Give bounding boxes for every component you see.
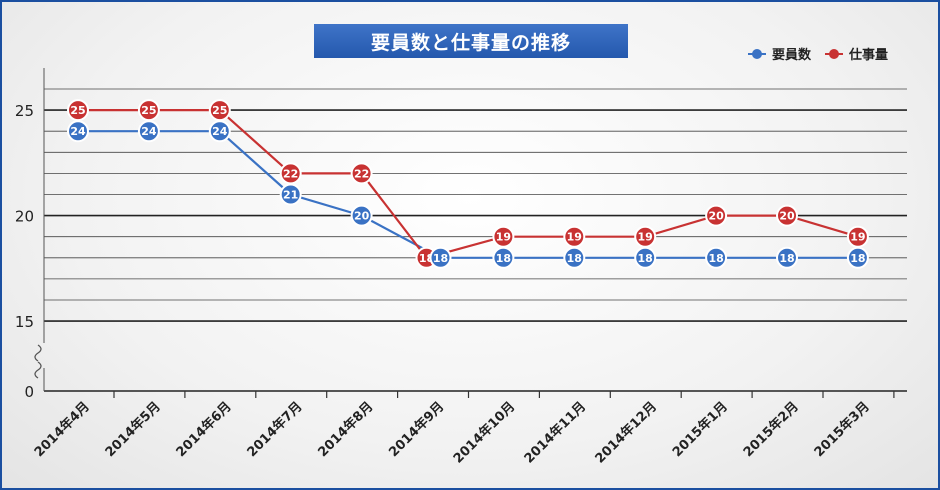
legend-swatch-series-0 (748, 48, 766, 59)
legend-item-series-0: 要員数 (748, 44, 811, 63)
data-point (67, 99, 89, 122)
data-point (776, 204, 798, 227)
data-label: 24 (212, 125, 228, 138)
legend-swatch-series-1 (825, 48, 844, 59)
data-point (634, 246, 657, 269)
x-tick-label: 2014年9月 (386, 399, 448, 461)
x-tick-label: 2015年2月 (740, 399, 802, 461)
data-point (350, 204, 373, 227)
data-point (67, 120, 89, 143)
data-point (705, 246, 728, 269)
data-point (208, 120, 231, 143)
data-label: 18 (638, 252, 653, 265)
data-label: 25 (212, 104, 227, 117)
data-label: 20 (354, 210, 370, 223)
data-point (563, 225, 586, 248)
data-point (846, 225, 869, 248)
data-label: 18 (433, 252, 448, 265)
legend-item-series-1: 仕事量 (825, 44, 888, 63)
x-tick-label: 2015年1月 (669, 399, 731, 461)
data-point (350, 162, 373, 185)
legend: 要員数 仕事量 (748, 44, 888, 63)
data-label: 18 (850, 252, 865, 265)
data-label: 18 (496, 252, 511, 265)
y-tick-label: 25 (15, 102, 34, 120)
x-tick-label: 2014年6月 (173, 399, 235, 461)
data-label: 18 (567, 252, 582, 265)
data-label: 19 (567, 231, 582, 244)
legend-label-series-1: 仕事量 (849, 48, 889, 63)
data-label: 25 (70, 104, 85, 117)
data-point (776, 246, 798, 269)
data-label: 18 (779, 252, 794, 265)
data-point (279, 183, 302, 206)
data-point (137, 120, 160, 143)
data-point (492, 246, 515, 269)
data-label: 22 (354, 167, 369, 180)
data-label: 18 (708, 252, 723, 265)
data-label: 19 (850, 231, 865, 244)
x-tick-label: 2014年11月 (521, 399, 589, 467)
data-point (208, 99, 231, 122)
y-tick-label: 0 (24, 383, 34, 401)
x-tick-label: 2014年8月 (315, 399, 377, 461)
series-line (78, 130, 858, 259)
chart-title: 要員数と仕事量の推移 (314, 24, 628, 58)
data-label: 24 (141, 125, 157, 138)
data-label: 20 (779, 210, 795, 223)
legend-label-series-0: 要員数 (772, 48, 812, 63)
data-point (705, 204, 728, 227)
data-label: 19 (638, 231, 653, 244)
data-label: 19 (496, 231, 511, 244)
x-tick-label: 2014年10月 (450, 399, 518, 467)
data-label: 25 (141, 104, 156, 117)
data-point (846, 246, 869, 269)
data-label: 24 (70, 125, 86, 138)
data-point (429, 246, 452, 269)
y-tick-label: 15 (15, 313, 34, 331)
data-point (563, 246, 586, 269)
axis-break-mark (34, 344, 42, 362)
data-label: 21 (283, 189, 298, 202)
x-tick-label: 2014年7月 (244, 399, 306, 461)
data-point (492, 225, 515, 248)
data-point (634, 225, 657, 248)
series-line (78, 108, 859, 260)
data-label: 20 (708, 210, 724, 223)
axis-break-mark (34, 361, 42, 379)
x-tick-label: 2014年5月 (102, 399, 164, 461)
data-point (137, 99, 160, 122)
x-tick-label: 2014年12月 (592, 399, 660, 467)
data-label: 22 (283, 167, 298, 180)
y-tick-label: 20 (15, 208, 34, 226)
x-tick-label: 2015年3月 (811, 399, 873, 461)
x-tick-label: 2014年4月 (31, 399, 93, 461)
data-point (279, 162, 302, 185)
